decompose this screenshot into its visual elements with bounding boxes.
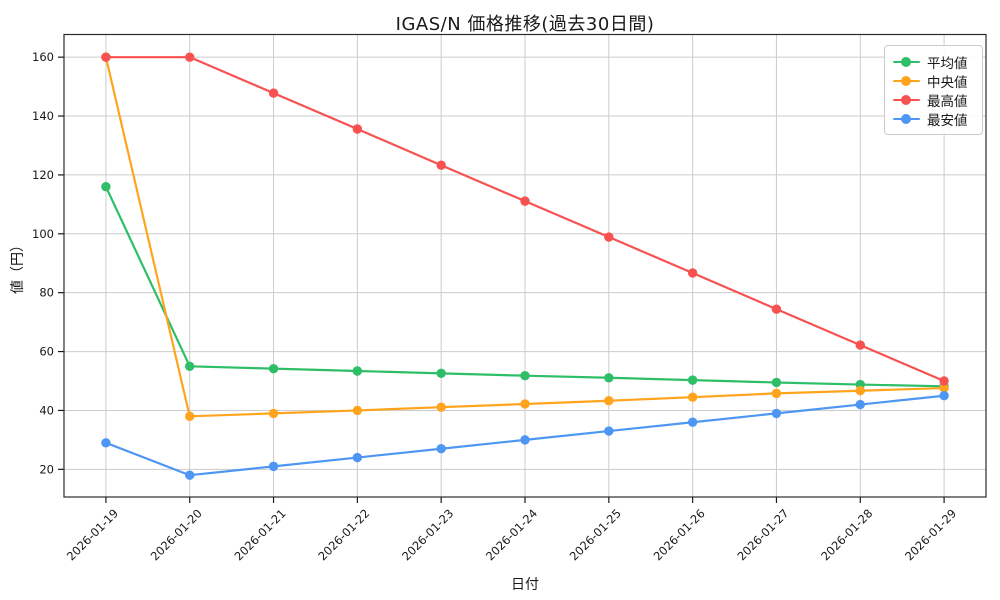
data-point	[771, 388, 782, 399]
y-tick-label: 160	[32, 50, 54, 64]
data-point	[352, 405, 363, 416]
legend-item: 最高値	[893, 90, 974, 110]
data-point	[185, 470, 195, 480]
y-tick-label: 80	[39, 286, 54, 300]
data-point	[101, 182, 111, 192]
data-point	[185, 411, 195, 422]
data-point	[520, 196, 530, 206]
data-point	[352, 366, 363, 376]
y-tick-label: 40	[39, 403, 54, 417]
data-point	[855, 399, 865, 410]
data-point	[520, 435, 530, 445]
legend-line-dot-icon	[893, 75, 920, 86]
data-point	[268, 363, 279, 374]
data-point	[939, 391, 949, 401]
chart-title: IGAS/N 価格推移(過去30日間)	[395, 14, 655, 35]
data-point	[268, 461, 279, 472]
data-point	[604, 232, 614, 242]
data-point	[268, 408, 279, 419]
data-point	[185, 52, 195, 62]
data-point	[352, 124, 363, 134]
data-point	[185, 361, 195, 371]
plot-border	[63, 33, 987, 498]
legend-line-dot-icon	[893, 56, 920, 67]
data-point	[687, 392, 698, 402]
x-tick-label: 2026-01-26	[651, 506, 708, 563]
y-tick-label: 120	[32, 168, 54, 182]
y-tick-label: 140	[32, 109, 54, 123]
x-tick-label: 2026-01-23	[399, 506, 456, 563]
legend-item: 中央値	[893, 71, 974, 91]
data-point	[520, 371, 530, 381]
data-point	[436, 444, 446, 454]
x-tick-label: 2026-01-27	[734, 506, 791, 563]
legend-line-dot-icon	[893, 113, 920, 124]
y-axis-label: 値（円）	[10, 238, 26, 294]
data-point	[939, 383, 949, 393]
x-tick-label: 2026-01-19	[64, 506, 121, 563]
legend-item: 最安値	[893, 109, 974, 129]
data-point	[604, 373, 614, 383]
data-point	[436, 160, 446, 170]
data-point	[604, 396, 614, 406]
x-tick-label: 2026-01-28	[818, 506, 875, 563]
data-point	[687, 375, 698, 385]
x-tick-label: 2026-01-22	[315, 506, 372, 563]
x-tick-label: 2026-01-29	[902, 506, 959, 563]
data-point	[855, 340, 865, 350]
legend-line-dot-icon	[893, 94, 920, 105]
y-tick-label: 20	[39, 462, 54, 476]
data-point	[436, 402, 446, 412]
data-point	[687, 268, 698, 278]
legend-label: 平均値	[927, 55, 968, 72]
legend-item: 平均値	[893, 52, 974, 72]
legend-label: 最高値	[927, 93, 968, 110]
x-axis-label: 日付	[511, 577, 539, 593]
data-point	[101, 52, 111, 62]
y-tick-label: 60	[39, 345, 54, 359]
data-point	[436, 368, 446, 379]
legend-label: 最安値	[927, 112, 968, 129]
data-point	[520, 399, 530, 409]
data-point	[939, 376, 949, 386]
x-tick-label: 2026-01-20	[148, 506, 205, 563]
data-point	[101, 438, 111, 448]
x-tick-label: 2026-01-24	[483, 506, 540, 563]
x-tick-label: 2026-01-21	[232, 506, 289, 563]
data-point	[352, 452, 363, 463]
data-point	[771, 304, 782, 314]
y-tick-label: 100	[32, 227, 54, 241]
data-point	[268, 88, 279, 98]
legend-label: 中央値	[927, 74, 968, 91]
data-point	[771, 377, 782, 388]
data-point	[604, 426, 614, 436]
data-point	[771, 408, 782, 419]
x-tick-label: 2026-01-25	[567, 506, 624, 563]
data-point	[855, 386, 865, 396]
legend: 平均値中央値最高値最安値	[884, 45, 983, 135]
data-point	[687, 417, 698, 427]
